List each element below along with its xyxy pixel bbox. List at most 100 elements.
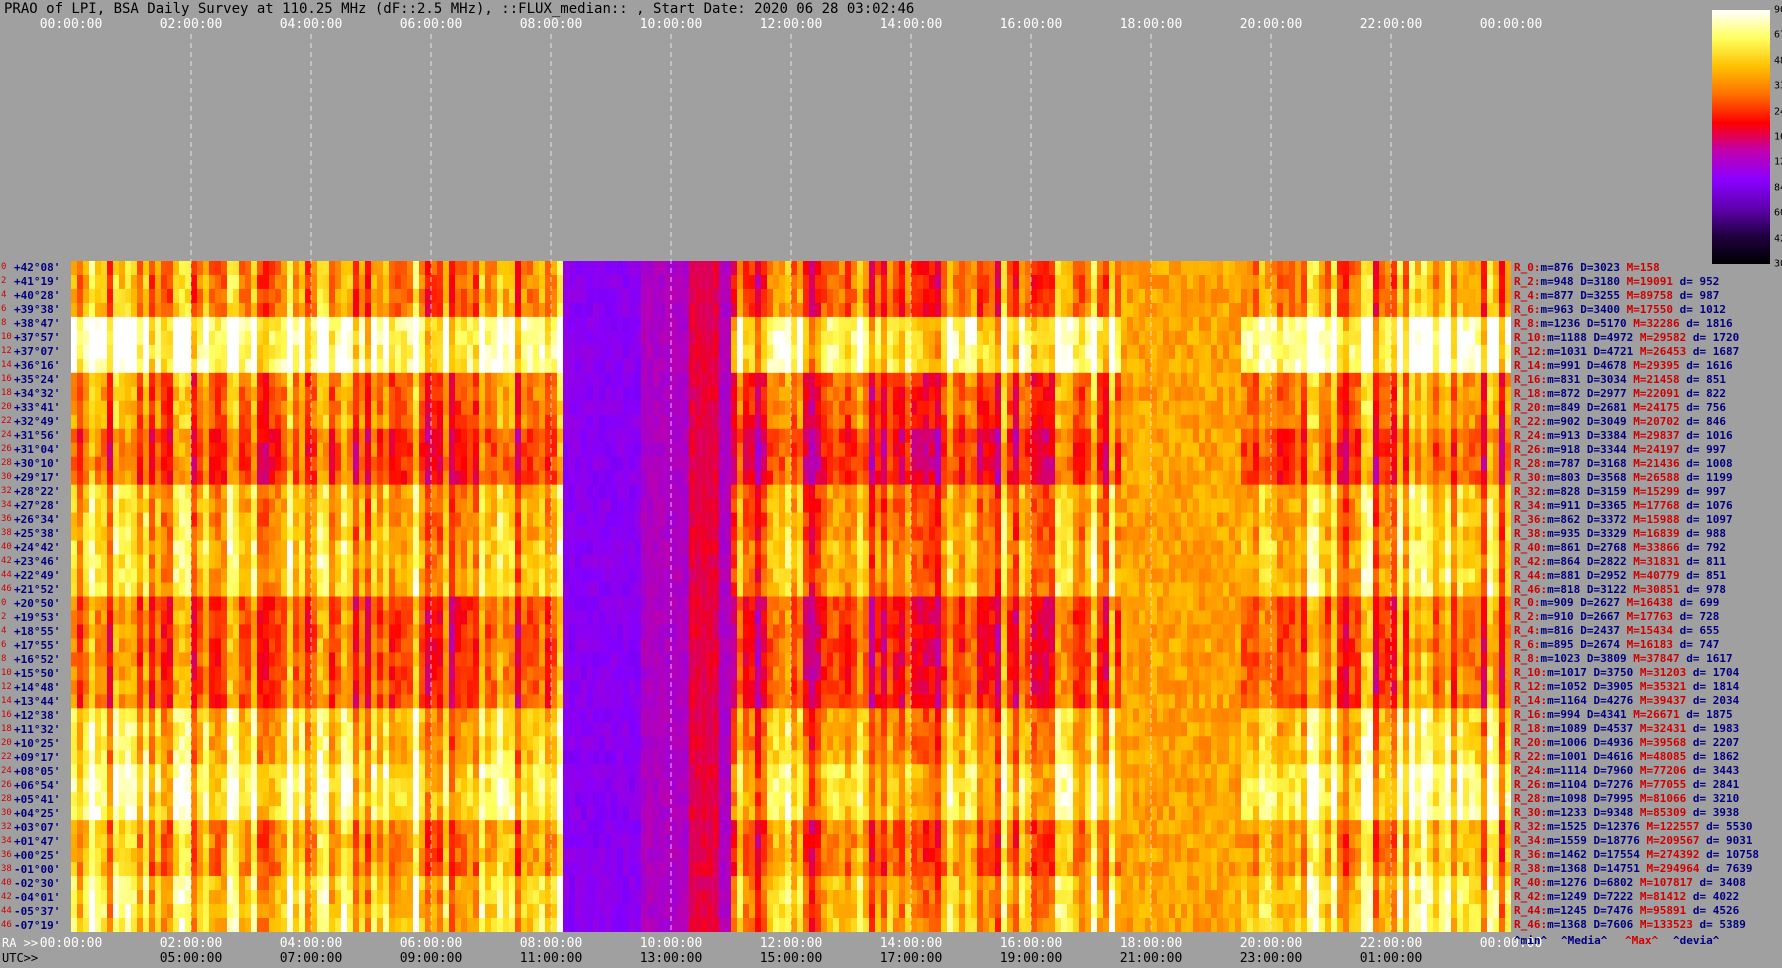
- heatmap-cell: [197, 316, 204, 332]
- heatmap-cell: [917, 498, 924, 514]
- heatmap-cell: [221, 386, 228, 402]
- heatmap-cell: [947, 442, 954, 458]
- heatmap-cell: [869, 302, 876, 318]
- heatmap-cell: [1025, 526, 1032, 541]
- heatmap-cell: [509, 470, 516, 486]
- heatmap-cell: [299, 442, 306, 458]
- heatmap-cell: [1187, 302, 1194, 318]
- heatmap-cell: [707, 512, 714, 528]
- heatmap-cell: [227, 526, 234, 541]
- heatmap-cell: [581, 484, 588, 500]
- heatmap-cell: [1103, 442, 1110, 458]
- heatmap-cell: [629, 428, 636, 444]
- heatmap-cell: [1097, 274, 1104, 290]
- heatmap-cell: [557, 344, 564, 360]
- heatmap-cell: [1205, 428, 1212, 444]
- heatmap-cell: [1169, 484, 1176, 500]
- heatmap-cell: [1271, 442, 1278, 458]
- heatmap-cell: [353, 442, 360, 458]
- heatmap-cell: [449, 261, 456, 276]
- heatmap-cell: [911, 344, 918, 360]
- heatmap-cell: [545, 288, 552, 304]
- heatmap-cell: [1439, 442, 1446, 458]
- heatmap-cell: [845, 484, 852, 500]
- heatmap-cell: [1037, 442, 1044, 458]
- heatmap-cell: [983, 442, 990, 458]
- heatmap-cell: [689, 442, 696, 458]
- heatmap-cell: [1193, 372, 1200, 388]
- heatmap-cell: [689, 540, 696, 555]
- heatmap-cell: [1211, 442, 1218, 458]
- heatmap-cell: [797, 358, 804, 374]
- heatmap-cell: [599, 414, 606, 430]
- heatmap-cell: [551, 484, 558, 500]
- heatmap-cell: [569, 302, 576, 318]
- heatmap-cell: [623, 358, 630, 374]
- heatmap-cell: [473, 442, 480, 458]
- heatmap-cell: [227, 470, 234, 486]
- heatmap-cell: [1121, 540, 1128, 555]
- heatmap-cell: [1019, 498, 1026, 514]
- heatmap-cell: [1349, 442, 1356, 458]
- heatmap-cell: [887, 344, 894, 360]
- heatmap-cell: [1205, 484, 1212, 500]
- heatmap-cell: [1469, 288, 1476, 304]
- heatmap-cell: [1121, 484, 1128, 500]
- heatmap-cell: [803, 344, 810, 360]
- heatmap-cell: [311, 414, 318, 430]
- heatmap-cell: [719, 400, 726, 416]
- heatmap-cell: [533, 470, 540, 486]
- heatmap-cell: [875, 330, 882, 346]
- heatmap-cell: [1373, 400, 1380, 416]
- heatmap-cell: [899, 358, 906, 374]
- heatmap-cell: [1145, 428, 1152, 444]
- heatmap-cell: [1091, 288, 1098, 304]
- heatmap-cell: [257, 274, 264, 290]
- heatmap-cell: [1001, 484, 1008, 500]
- heatmap-cell: [731, 428, 738, 444]
- heatmap-cell: [749, 330, 756, 346]
- heatmap-cell: [917, 330, 924, 346]
- heatmap-cell: [401, 274, 408, 290]
- heatmap-cell: [71, 400, 78, 416]
- heatmap-cell: [191, 358, 198, 374]
- heatmap-cell: [1013, 428, 1020, 444]
- heatmap-cell: [1055, 456, 1062, 472]
- heatmap-cell: [659, 428, 666, 444]
- heatmap-cell: [215, 344, 222, 360]
- heatmap-cell: [509, 344, 516, 360]
- heatmap-cell: [881, 344, 888, 360]
- heatmap-cell: [359, 512, 366, 528]
- heatmap-cell: [1241, 470, 1248, 486]
- heatmap-cell: [1337, 512, 1344, 528]
- heatmap-cell: [419, 470, 426, 486]
- heatmap-cell: [191, 274, 198, 290]
- heatmap-cell: [347, 540, 354, 555]
- heatmap-cell: [881, 372, 888, 388]
- heatmap-cell: [1379, 386, 1386, 402]
- heatmap-cell: [1445, 470, 1452, 486]
- heatmap-cell: [221, 372, 228, 388]
- heatmap-cell: [1049, 540, 1056, 555]
- heatmap-cell: [89, 274, 96, 290]
- heatmap-cell: [623, 484, 630, 500]
- heatmap-cell: [1199, 330, 1206, 346]
- heatmap-cell: [77, 274, 84, 290]
- heatmap-cell: [761, 442, 768, 458]
- heatmap-cell: [395, 372, 402, 388]
- heatmap-cell: [1469, 498, 1476, 514]
- heatmap-cell: [1229, 372, 1236, 388]
- heatmap-cell: [791, 428, 798, 444]
- heatmap-cell: [599, 288, 606, 304]
- heatmap-cell: [1295, 261, 1302, 276]
- heatmap-cell: [917, 470, 924, 486]
- heatmap-cell: [953, 540, 960, 555]
- heatmap-cell: [803, 386, 810, 402]
- heatmap-cell: [263, 484, 270, 500]
- heatmap-cell: [539, 442, 546, 458]
- heatmap-cell: [1403, 372, 1410, 388]
- heatmap-cell: [305, 498, 312, 514]
- heatmap-cell: [1475, 498, 1482, 514]
- heatmap-cell: [83, 498, 90, 514]
- heatmap-cell: [1475, 288, 1482, 304]
